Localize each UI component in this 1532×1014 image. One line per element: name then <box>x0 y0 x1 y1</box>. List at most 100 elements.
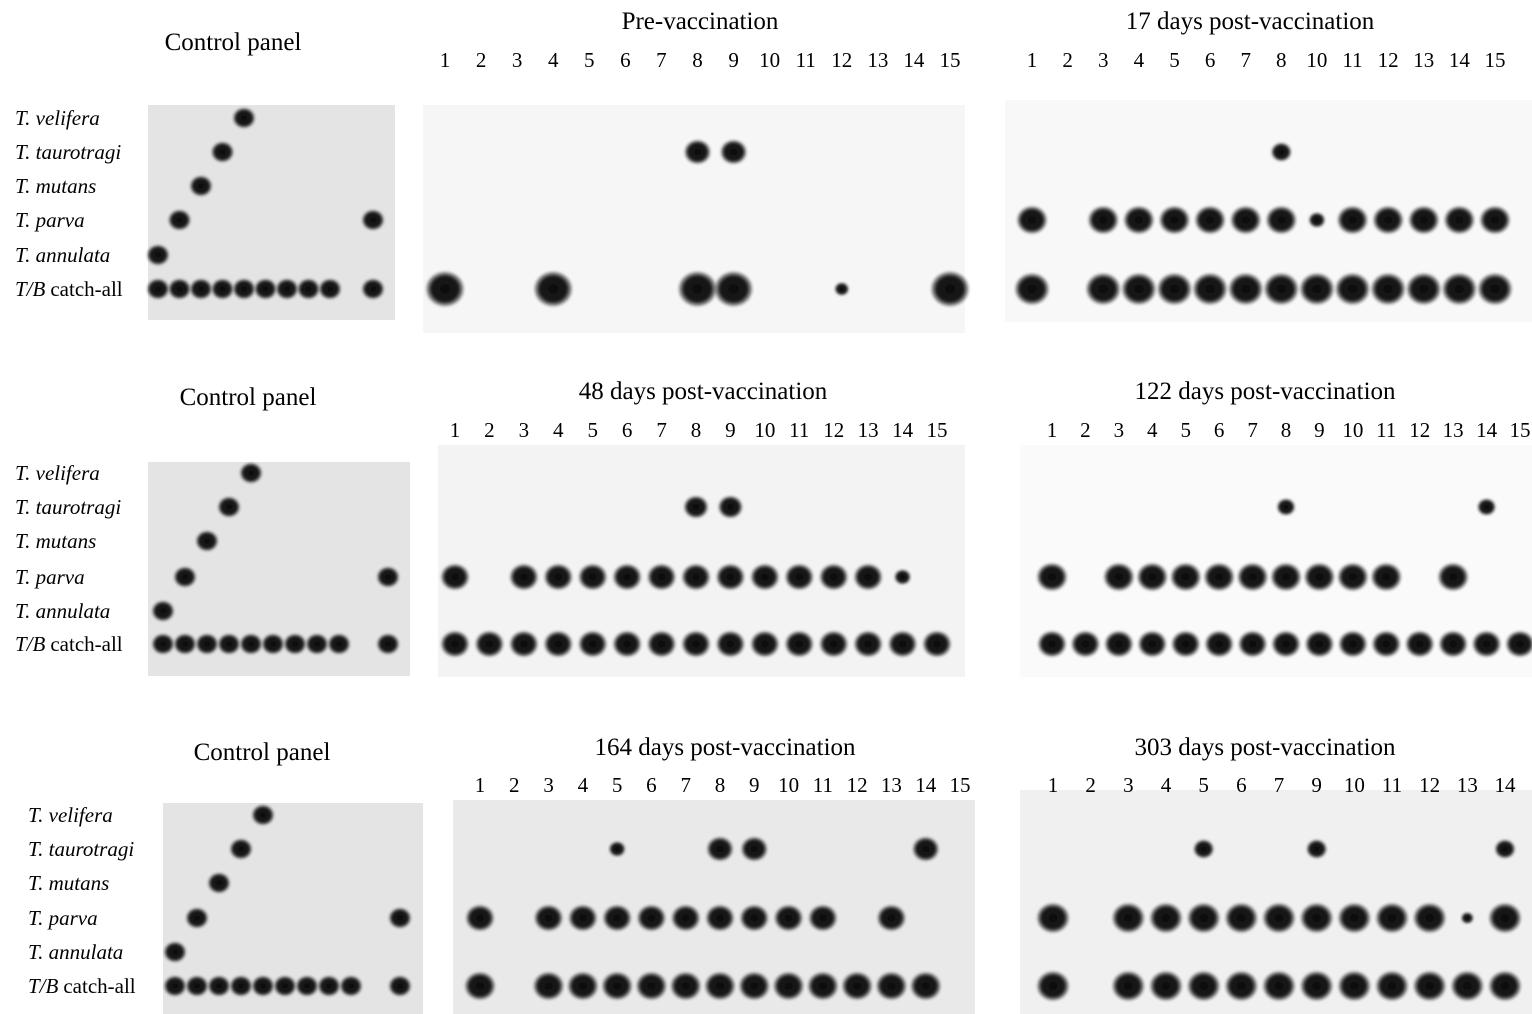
catch-all-prefix: T/B <box>15 277 46 301</box>
blot-dot <box>602 972 633 1000</box>
lane-number: 14 <box>915 773 937 797</box>
blot-dot <box>876 972 907 1000</box>
blot-dot <box>716 631 745 657</box>
blot-dot <box>1338 971 1371 1001</box>
blot-dot <box>1266 206 1297 234</box>
lane-number: 5 <box>584 48 595 72</box>
blot-dot <box>720 140 747 164</box>
lane-number: 10 <box>754 418 775 442</box>
lane-number: 1 <box>440 48 451 72</box>
blot-dot <box>637 905 666 931</box>
lane-number: 9 <box>749 773 760 797</box>
blot-dot <box>603 905 632 931</box>
lane-number: 2 <box>484 418 495 442</box>
lane-number: 6 <box>1236 773 1247 797</box>
blot-dot <box>152 600 174 622</box>
species-label: T. parva <box>15 208 85 232</box>
panel-title: 122 days post-vaccination <box>1134 378 1396 405</box>
blot-dot <box>186 907 208 929</box>
lane-number: 12 <box>1378 48 1399 72</box>
lane-number: 9 <box>725 418 736 442</box>
blot-dot <box>252 804 274 826</box>
blot-dot <box>773 972 804 1000</box>
blot-dot <box>1187 971 1220 1001</box>
blot-dot <box>1171 631 1200 657</box>
blot-dot <box>211 141 234 163</box>
lane-number: 1 <box>1048 773 1059 797</box>
blot-dot <box>923 631 951 657</box>
blot-dot <box>1408 206 1439 234</box>
blot-dot <box>1337 563 1368 591</box>
lane-number: 7 <box>1240 48 1251 72</box>
blot-dot <box>509 631 538 657</box>
blot-dot <box>931 271 969 307</box>
blot-dot <box>1439 631 1468 657</box>
blot-dot <box>377 566 399 588</box>
blot-dot <box>276 278 298 300</box>
lane-number: 8 <box>715 773 726 797</box>
lane-number: 14 <box>1449 48 1471 72</box>
lane-number: 8 <box>691 418 702 442</box>
catch-all-prefix: T/B <box>15 632 46 656</box>
blot-dot <box>1461 912 1474 924</box>
lane-number: 5 <box>587 418 598 442</box>
blot-dot <box>1478 273 1512 305</box>
blot-dot <box>1086 273 1121 305</box>
lane-number: 6 <box>622 418 633 442</box>
blot-dot <box>716 564 745 590</box>
blot-dot <box>1489 971 1521 1001</box>
blot-dot <box>544 631 573 657</box>
panel-title: 164 days post-vaccination <box>594 734 856 761</box>
lane-number: 6 <box>1214 418 1225 442</box>
blot-dot <box>854 564 883 590</box>
blot-dot <box>1157 273 1192 305</box>
lane-number: 4 <box>578 773 589 797</box>
blot-dot <box>1337 206 1368 234</box>
blot-dot <box>613 631 642 657</box>
blot-dot <box>682 564 710 590</box>
blot-dot <box>1187 903 1220 933</box>
blot-dot <box>1121 273 1156 305</box>
lane-number: 13 <box>1443 418 1464 442</box>
blot-dot <box>1193 273 1228 305</box>
blot-dot <box>1263 903 1295 933</box>
blot-dot <box>1413 971 1446 1001</box>
blot-dot <box>1138 631 1167 657</box>
lane-number: 15 <box>950 773 971 797</box>
blot-dot <box>152 633 174 655</box>
blot-dot <box>1205 631 1234 657</box>
blot-dot <box>684 495 708 519</box>
lane-number: 1 <box>475 773 486 797</box>
blot-dot <box>613 564 642 590</box>
lane-number: 13 <box>1413 48 1434 72</box>
lane-number: 11 <box>1342 48 1362 72</box>
species-label: T. velifera <box>15 461 100 485</box>
blot-dot <box>819 631 848 657</box>
blot-dot <box>1413 903 1446 933</box>
lane-number: 12 <box>831 48 852 72</box>
lane-number: 1 <box>1027 48 1038 72</box>
species-label: T. mutans <box>28 871 109 895</box>
blot-dot <box>233 278 255 300</box>
lane-number: 13 <box>867 48 888 72</box>
blot-dot <box>894 569 911 585</box>
lane-number: 11 <box>1382 773 1402 797</box>
blot-dot <box>609 841 626 857</box>
blot-dot <box>1371 273 1406 305</box>
blot-dot <box>466 905 494 931</box>
lane-number: 14 <box>1495 773 1517 797</box>
blot-dot <box>1405 631 1434 657</box>
blot-dot <box>1376 903 1408 933</box>
blot-dot <box>509 564 538 590</box>
blot-dot <box>578 631 607 657</box>
blot-dot <box>1037 903 1069 933</box>
species-label: T. taurotragi <box>15 140 121 164</box>
blot-dot <box>190 278 212 300</box>
blot-dot <box>164 941 186 963</box>
species-label: T. annulata <box>15 599 110 623</box>
species-label: T. annulata <box>28 940 123 964</box>
blot-dot <box>168 278 191 300</box>
blot-dot <box>230 838 252 860</box>
blot-dot <box>1263 971 1295 1001</box>
lane-number: 5 <box>1180 418 1191 442</box>
